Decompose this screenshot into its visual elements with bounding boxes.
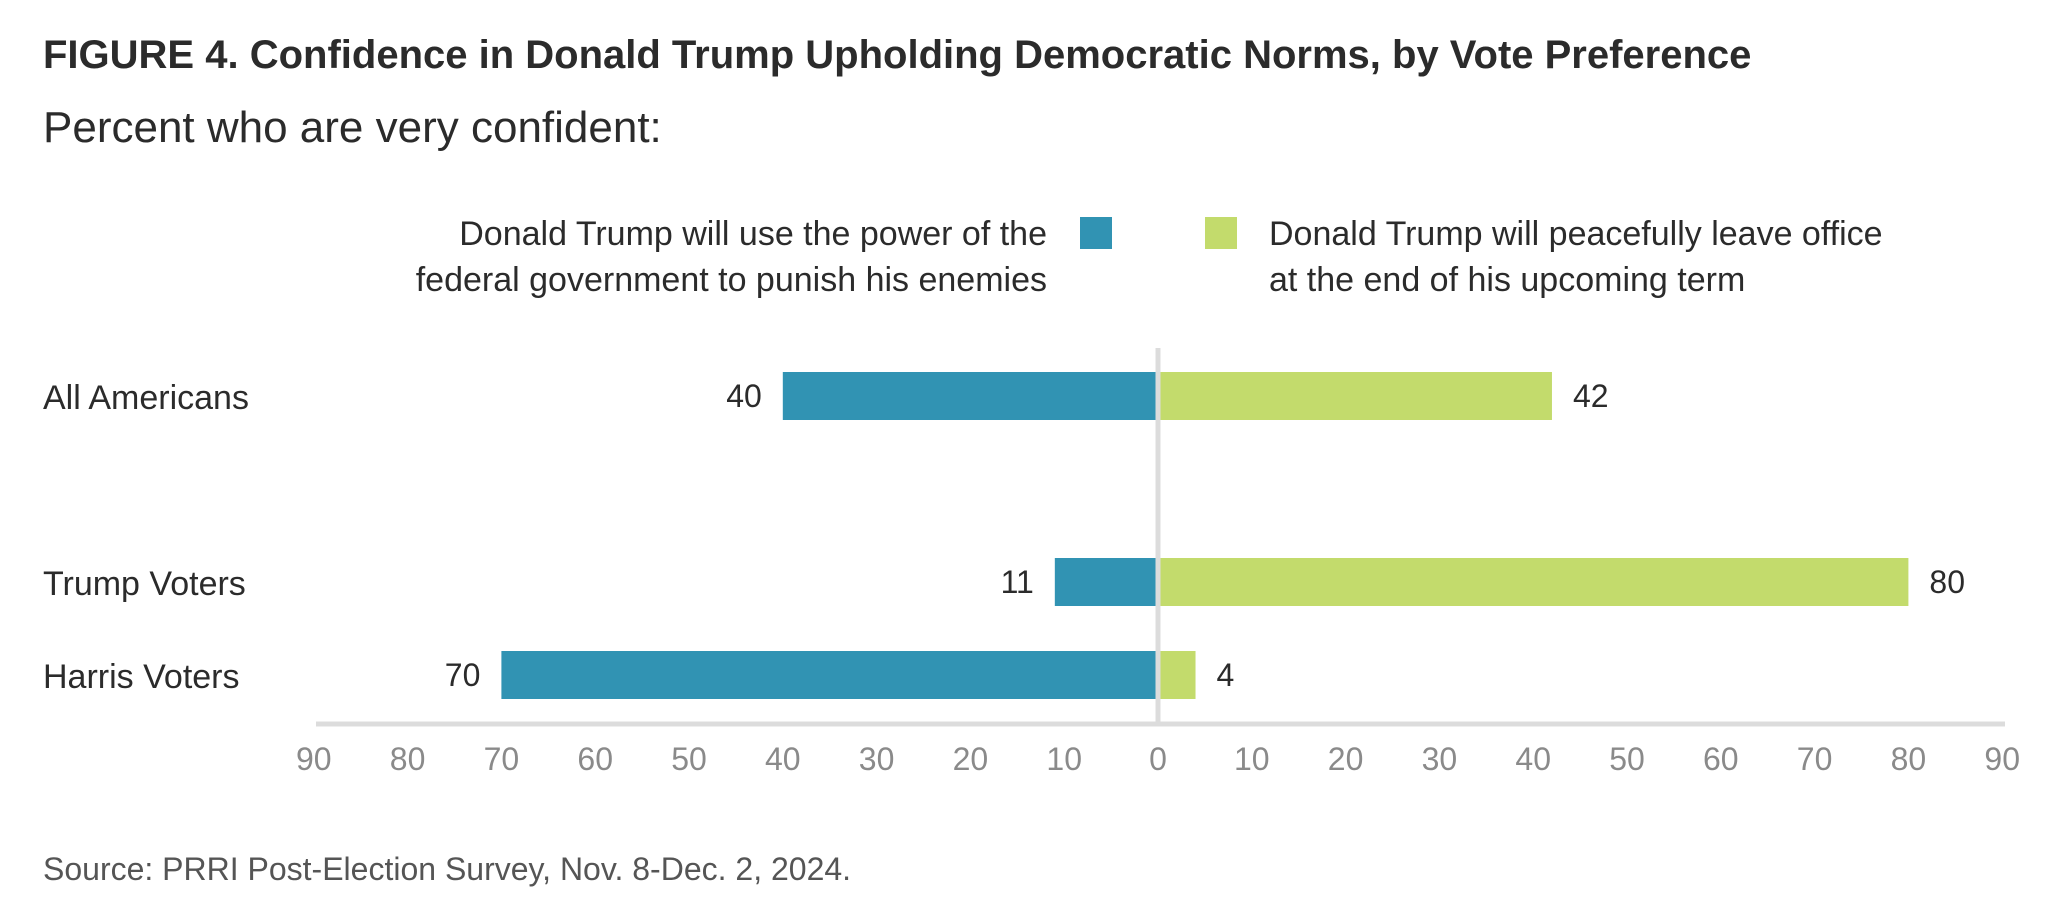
x-tick-label: 30 (1422, 741, 1458, 777)
x-tick-label: 90 (1984, 741, 2020, 777)
value-label-punish-all-americans: 40 (726, 378, 762, 414)
x-tick-label: 50 (671, 741, 707, 777)
x-tick-label: 30 (859, 741, 895, 777)
legend-label-punish-line-1: Donald Trump will use the power of the (459, 215, 1047, 253)
legend-label-peaceful-line-2: at the end of his upcoming term (1269, 261, 1745, 299)
value-label-peaceful-harris-voters: 4 (1217, 657, 1235, 693)
legend-swatch-punish (1080, 217, 1112, 249)
x-tick-label: 40 (1515, 741, 1551, 777)
value-label-punish-trump-voters: 11 (1001, 564, 1034, 600)
x-tick-label: 80 (390, 741, 426, 777)
bar-peaceful-harris-voters (1158, 651, 1196, 699)
category-label-all-americans: All Americans (43, 379, 249, 417)
x-tick-label: 50 (1609, 741, 1645, 777)
x-tick-label: 20 (953, 741, 989, 777)
x-tick-label: 60 (1703, 741, 1739, 777)
x-tick-label: 10 (1046, 741, 1082, 777)
legend-swatch-peaceful (1205, 217, 1237, 249)
category-label-harris-voters: Harris Voters (43, 658, 240, 696)
x-tick-label: 70 (484, 741, 520, 777)
value-label-peaceful-all-americans: 42 (1573, 378, 1609, 414)
bar-punish-harris-voters (501, 651, 1158, 699)
value-label-peaceful-trump-voters: 80 (1929, 564, 1965, 600)
category-labels: All Americans Trump Voters Harris Voters (43, 379, 249, 696)
bar-punish-all-americans (782, 372, 1158, 420)
bar-peaceful-all-americans (1158, 372, 1552, 420)
x-tick-label: 20 (1328, 741, 1364, 777)
chart-subtitle: Percent who are very confident: (43, 103, 662, 152)
value-labels: 40 11 70 42 80 4 (445, 378, 1965, 693)
chart-title: FIGURE 4. Confidence in Donald Trump Uph… (43, 33, 1751, 77)
x-axis-ticks: 90 80 70 60 50 40 30 20 10 0 10 20 30 40 50 60 70 80 90 (296, 741, 2020, 777)
x-tick-label: 10 (1234, 741, 1270, 777)
x-tick-label: 70 (1797, 741, 1833, 777)
x-tick-label: 80 (1891, 741, 1927, 777)
x-tick-label: 0 (1149, 741, 1167, 777)
category-label-trump-voters: Trump Voters (43, 565, 246, 603)
x-tick-label: 90 (296, 741, 332, 777)
legend-label-punish-line-2: federal government to punish his enemies (416, 261, 1047, 299)
x-tick-label: 60 (577, 741, 613, 777)
legend: Donald Trump will use the power of the f… (416, 215, 1883, 299)
x-tick-label: 40 (765, 741, 801, 777)
source-note: Source: PRRI Post-Election Survey, Nov. … (43, 851, 851, 887)
bar-peaceful-trump-voters (1158, 558, 1909, 606)
bar-punish-trump-voters (1054, 558, 1158, 606)
value-label-punish-harris-voters: 70 (445, 657, 481, 693)
bars (501, 372, 1909, 699)
legend-label-peaceful-line-1: Donald Trump will peacefully leave offic… (1269, 215, 1883, 253)
